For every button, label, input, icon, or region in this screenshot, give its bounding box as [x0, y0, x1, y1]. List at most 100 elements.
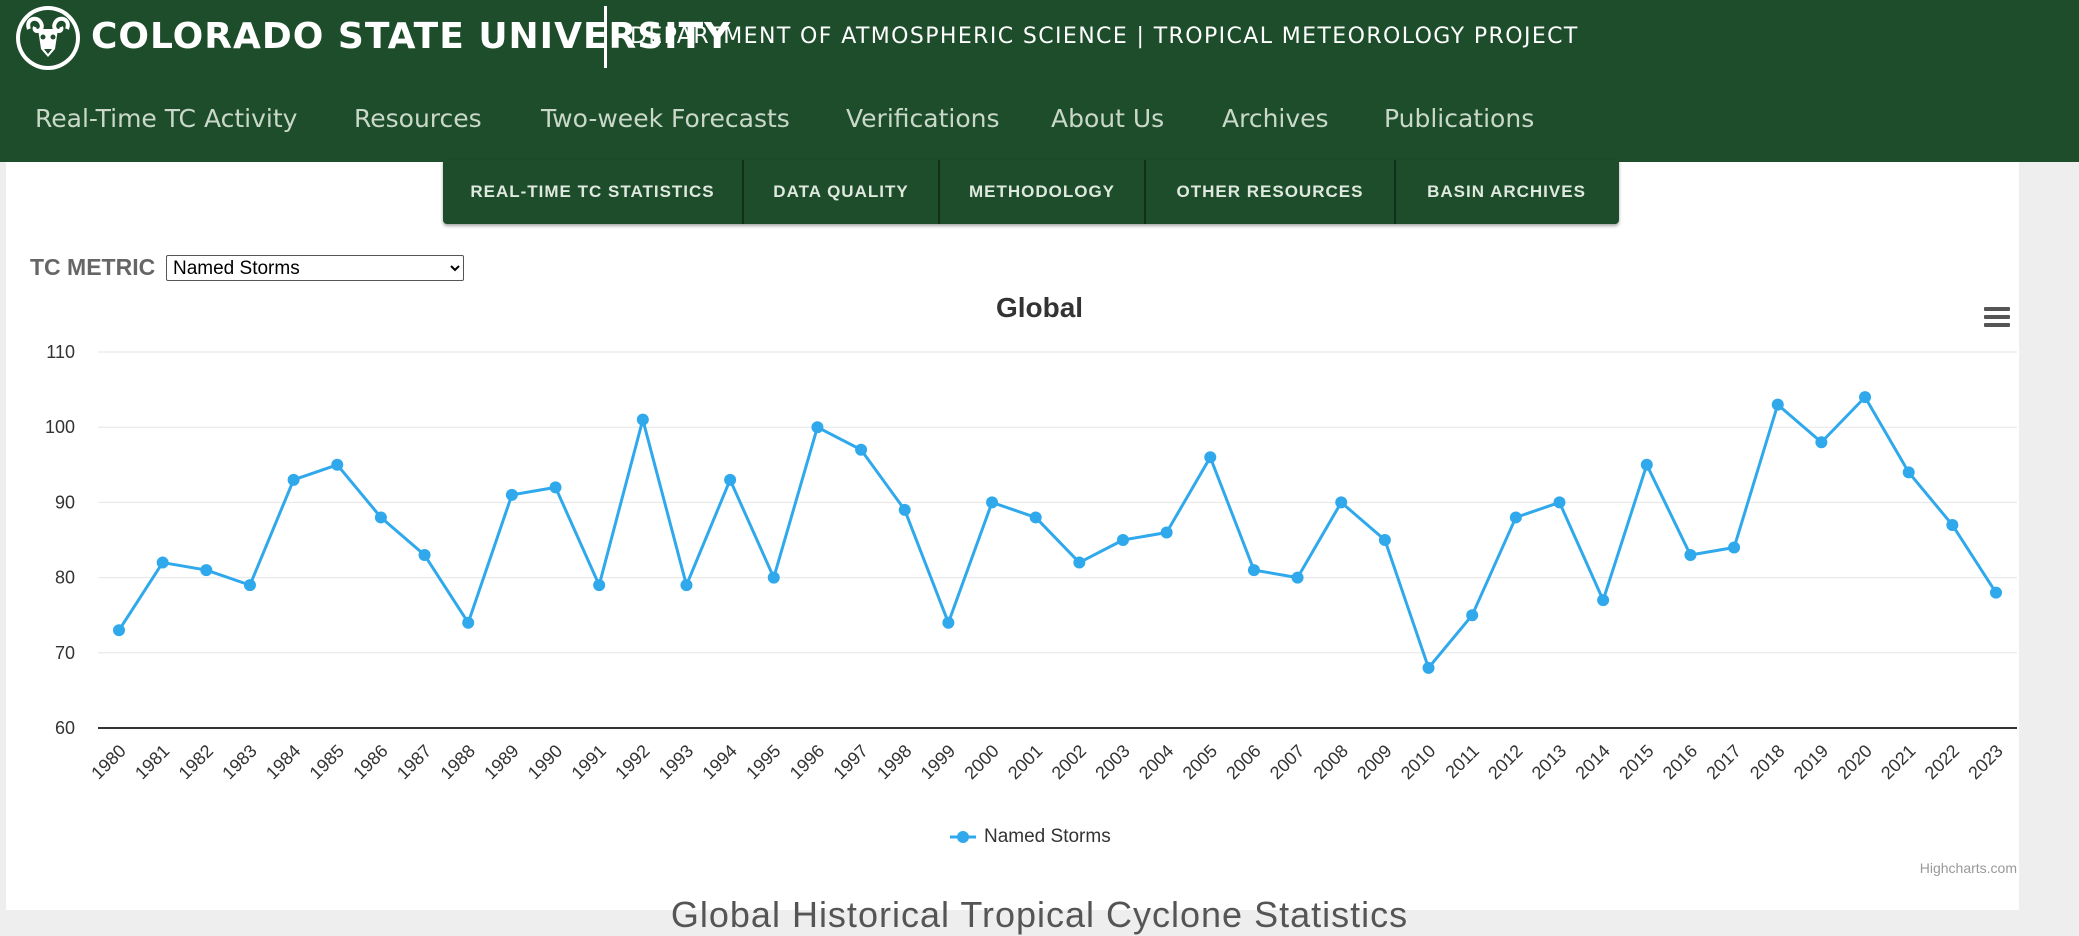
- x-tick-label: 2015: [1615, 741, 1657, 783]
- chart-legend[interactable]: Named Storms: [950, 826, 1111, 848]
- data-point[interactable]: [898, 503, 911, 516]
- data-point[interactable]: [1684, 549, 1697, 562]
- data-point[interactable]: [1335, 496, 1348, 509]
- series-line: [117, 395, 1998, 670]
- x-tick-label: 2023: [1964, 741, 2006, 783]
- data-point[interactable]: [1728, 541, 1741, 554]
- university-name[interactable]: COLORADO STATE UNIVERSITY: [91, 16, 732, 57]
- data-point[interactable]: [1204, 451, 1217, 464]
- department-name[interactable]: DEPARTMENT OF ATMOSPHERIC SCIENCE | TROP…: [630, 24, 1579, 49]
- data-point[interactable]: [418, 549, 431, 562]
- subnav-data-quality[interactable]: DATA QUALITY: [744, 160, 940, 224]
- x-tick-label: 2011: [1441, 741, 1483, 783]
- data-point[interactable]: [1990, 586, 2002, 599]
- data-point[interactable]: [636, 413, 649, 426]
- y-tick-label: 90: [55, 492, 75, 512]
- x-tick-label: 1989: [480, 741, 522, 783]
- x-tick-label: 1998: [873, 741, 915, 783]
- data-point[interactable]: [724, 473, 737, 486]
- x-tick-label: 1992: [611, 741, 653, 783]
- x-tick-label: 1988: [437, 741, 479, 783]
- data-point[interactable]: [200, 564, 213, 577]
- x-tick-label: 2019: [1790, 741, 1832, 783]
- x-tick-label: 2018: [1746, 741, 1788, 783]
- data-point[interactable]: [1247, 564, 1260, 577]
- x-tick-label: 1995: [742, 741, 784, 783]
- nav-two-week-forecasts[interactable]: Two-week Forecasts: [541, 104, 790, 133]
- x-tick-label: 2008: [1310, 741, 1352, 783]
- nav-publications[interactable]: Publications: [1384, 104, 1535, 133]
- x-tick-label: 1980: [87, 741, 129, 783]
- x-tick-label: 2006: [1222, 741, 1264, 783]
- data-point[interactable]: [1160, 526, 1173, 539]
- content-area: [6, 162, 2019, 910]
- chart-title: Global: [995, 292, 1084, 323]
- x-tick-label: 1982: [175, 741, 217, 783]
- subnav-other-resources[interactable]: OTHER RESOURCES: [1146, 160, 1396, 224]
- nav-about-us[interactable]: About Us: [1051, 104, 1165, 133]
- nav-resources[interactable]: Resources: [354, 104, 482, 133]
- data-point[interactable]: [942, 616, 955, 629]
- data-point[interactable]: [374, 511, 387, 524]
- x-tick-label: 1985: [306, 741, 348, 783]
- data-point[interactable]: [156, 556, 169, 569]
- subnav-methodology[interactable]: METHODOLOGY: [940, 160, 1146, 224]
- x-tick-label: 1984: [262, 741, 304, 783]
- x-tick-label: 2007: [1266, 741, 1308, 783]
- data-point[interactable]: [1422, 661, 1435, 674]
- data-point[interactable]: [1902, 466, 1915, 479]
- data-point[interactable]: [462, 616, 475, 629]
- subnav-real-time-tc-statistics[interactable]: REAL-TIME TC STATISTICS: [443, 160, 744, 224]
- data-point[interactable]: [1466, 609, 1479, 622]
- data-point[interactable]: [767, 571, 780, 584]
- data-point[interactable]: [505, 488, 518, 501]
- data-point[interactable]: [113, 624, 125, 637]
- data-point[interactable]: [986, 496, 999, 509]
- data-point[interactable]: [549, 481, 562, 494]
- x-tick-label: 1994: [698, 741, 740, 783]
- nav-verifications[interactable]: Verifications: [846, 104, 1000, 133]
- data-point[interactable]: [1116, 534, 1129, 546]
- x-tick-label: 1997: [829, 741, 871, 783]
- data-point[interactable]: [593, 579, 606, 592]
- data-point[interactable]: [1946, 518, 1959, 531]
- x-tick-label: 2000: [960, 741, 1002, 783]
- csu-ram-logo-icon[interactable]: [15, 5, 81, 71]
- data-point[interactable]: [1815, 436, 1828, 449]
- nav-archives[interactable]: Archives: [1222, 104, 1329, 133]
- x-tick-label: 1991: [568, 741, 610, 783]
- data-point[interactable]: [1859, 391, 1872, 404]
- data-point[interactable]: [287, 473, 300, 486]
- y-tick-label: 110: [46, 342, 75, 362]
- highcharts-credits[interactable]: Highcharts.com: [1919, 860, 2017, 876]
- data-point[interactable]: [1597, 594, 1610, 607]
- x-tick-label: 2002: [1048, 741, 1090, 783]
- data-point[interactable]: [1029, 511, 1042, 524]
- y-tick-label: 100: [45, 417, 75, 437]
- x-tick-label: 2021: [1877, 741, 1919, 783]
- data-point[interactable]: [1291, 571, 1304, 584]
- data-point[interactable]: [331, 458, 344, 471]
- x-tick-label: 1981: [131, 741, 173, 783]
- data-point[interactable]: [855, 443, 868, 456]
- data-point[interactable]: [1378, 534, 1391, 546]
- nav-real-time-tc-activity[interactable]: Real-Time TC Activity: [35, 104, 298, 133]
- tc-metric-label: TC METRIC: [30, 254, 156, 280]
- x-tick-label: 2012: [1484, 741, 1526, 783]
- x-tick-label: 2013: [1528, 741, 1570, 783]
- data-point[interactable]: [1640, 458, 1653, 471]
- data-point[interactable]: [1771, 398, 1784, 411]
- data-point[interactable]: [811, 421, 824, 434]
- tc-metric-select[interactable]: Named Storms: [166, 255, 464, 281]
- data-point[interactable]: [1509, 511, 1522, 524]
- data-point[interactable]: [680, 579, 693, 592]
- header-divider: [604, 6, 607, 68]
- x-tick-label: 1983: [218, 741, 260, 783]
- hamburger-menu-icon[interactable]: [1984, 307, 2012, 329]
- data-point[interactable]: [243, 579, 256, 592]
- subnav-basin-archives[interactable]: BASIN ARCHIVES: [1427, 182, 1586, 201]
- data-point[interactable]: [1553, 496, 1566, 509]
- data-point[interactable]: [1073, 556, 1086, 569]
- x-tick-label: 1996: [786, 741, 828, 783]
